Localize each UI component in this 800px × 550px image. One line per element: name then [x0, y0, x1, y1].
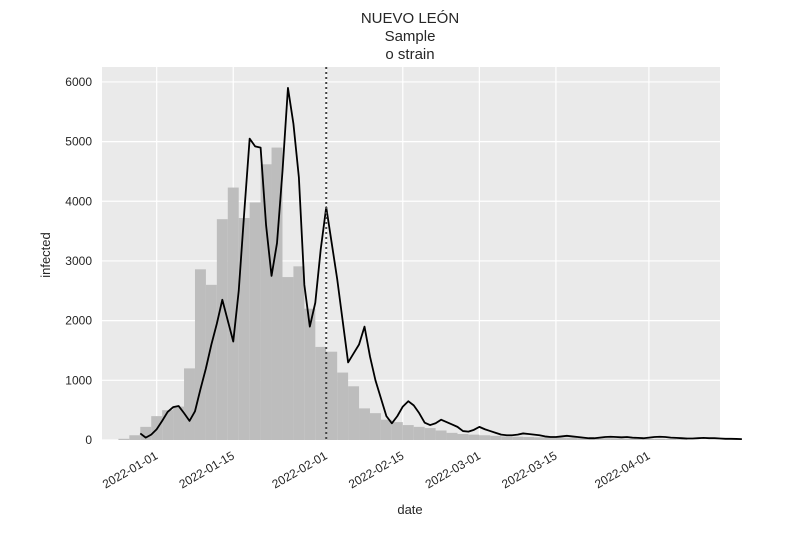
histogram-bar	[457, 434, 469, 440]
histogram-bar	[315, 346, 327, 440]
histogram-bar	[359, 408, 370, 440]
line-series	[139, 86, 742, 440]
histogram-bar	[227, 187, 239, 440]
histogram-bar	[216, 219, 228, 440]
y-tick-label: 4000	[65, 194, 92, 208]
histogram-bar	[413, 426, 425, 440]
histogram-bars	[118, 147, 688, 441]
histogram-bar	[544, 437, 556, 440]
histogram-bar	[194, 269, 206, 440]
y-tick-label: 5000	[65, 135, 92, 149]
histogram-bar	[577, 437, 589, 440]
histogram-bar	[348, 386, 360, 440]
x-tick-label: 2022-01-15	[177, 448, 237, 491]
histogram-bar	[654, 438, 666, 440]
histogram-bar	[249, 202, 261, 440]
histogram-bar	[337, 372, 349, 440]
histogram-bar	[490, 435, 502, 440]
histogram-bar	[304, 308, 316, 440]
histogram-bar	[369, 413, 381, 440]
histogram-bar	[435, 430, 447, 440]
x-axis-ticks: 2022-01-01 2022-01-15 2022-02-01 2022-02-15…	[100, 448, 653, 491]
x-tick-label: 2022-02-15	[346, 448, 406, 491]
histogram-bar	[140, 426, 152, 440]
histogram-bar	[391, 422, 403, 440]
histogram-bar	[566, 437, 578, 440]
y-tick-label: 2000	[65, 314, 92, 328]
x-axis-label: date	[397, 502, 422, 517]
histogram-bar	[424, 428, 436, 440]
y-tick-label: 3000	[65, 254, 92, 268]
histogram-bar	[162, 410, 174, 440]
series-line	[139, 86, 742, 440]
histogram-bar	[271, 147, 283, 440]
chart-title-line-3: o strain	[385, 46, 434, 63]
histogram-bar	[173, 406, 185, 440]
x-tick-label: 2022-03-15	[499, 448, 559, 491]
histogram-bar	[380, 419, 392, 440]
x-tick-label: 2022-03-01	[423, 448, 483, 491]
histogram-bar	[512, 436, 524, 440]
histogram-bar	[610, 438, 622, 440]
histogram-bar	[118, 438, 130, 440]
x-tick-label: 2022-04-01	[592, 448, 652, 491]
histogram-bar	[468, 434, 480, 440]
histogram-bar	[501, 436, 513, 440]
y-axis-label: infected	[38, 232, 53, 278]
chart-title-line-2: Sample	[385, 28, 436, 45]
histogram-bar	[238, 217, 250, 440]
histogram-bar	[446, 432, 458, 440]
histogram-bar	[326, 351, 338, 440]
y-axis-ticks: 0 1000 2000 3000 4000 5000 6000	[65, 75, 92, 447]
y-tick-label: 6000	[65, 75, 92, 89]
histogram-bar	[129, 435, 141, 440]
histogram-bar	[665, 439, 677, 440]
chart-title-line-1: NUEVO LEÓN	[361, 10, 459, 27]
chart-title: NUEVO LEÓN Sample o strain	[361, 10, 459, 63]
histogram-bar	[599, 438, 611, 440]
histogram-bar	[184, 368, 195, 440]
histogram-bar	[534, 437, 545, 440]
histogram-bar	[260, 164, 272, 441]
histogram-bar	[523, 437, 535, 440]
histogram-bar	[643, 438, 655, 440]
x-tick-label: 2022-01-01	[100, 448, 160, 491]
y-tick-label: 1000	[65, 373, 92, 387]
histogram-bar	[621, 438, 633, 440]
histogram-bar	[293, 266, 305, 440]
y-tick-label: 0	[85, 433, 92, 447]
histogram-bar	[676, 439, 688, 440]
histogram-bar	[479, 435, 491, 440]
x-tick-label: 2022-02-01	[270, 448, 330, 491]
histogram-bar	[205, 284, 217, 440]
histogram-bar	[632, 438, 644, 440]
histogram-bar	[555, 437, 567, 440]
histogram-bar	[402, 425, 414, 440]
histogram-bar	[282, 277, 294, 440]
